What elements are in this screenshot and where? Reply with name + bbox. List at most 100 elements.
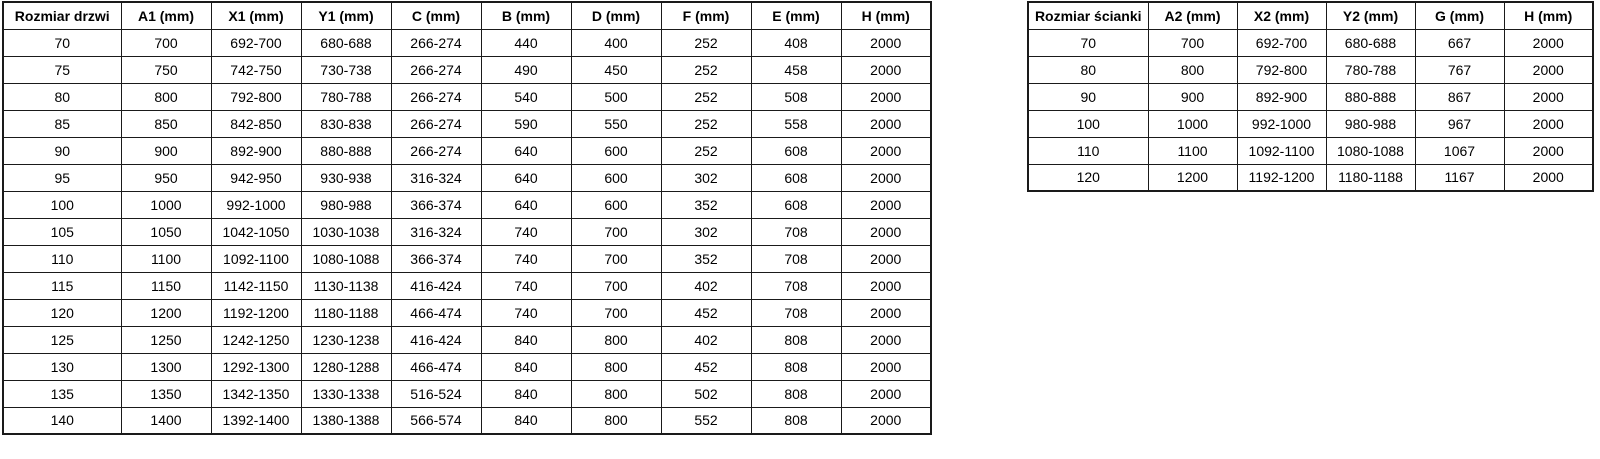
table-cell: 708: [750, 244, 842, 273]
table-cell: 2000: [840, 271, 932, 300]
door-table-header-row: Rozmiar drzwi A1 (mm) X1 (mm) Y1 (mm) C (mm)…: [2, 1, 932, 30]
table-cell: 2000: [840, 298, 932, 327]
table-row: 70 700 692-700 680-688 266-274 440 400 252 408 20…: [2, 28, 932, 57]
table-cell: 2000: [1503, 82, 1594, 111]
table-cell: 266-274: [390, 109, 482, 138]
table-cell: 800: [570, 325, 662, 354]
table-cell: 808: [750, 352, 842, 381]
column-header: H (mm): [1503, 1, 1594, 30]
table-cell: 1350: [120, 379, 212, 408]
table-cell: 135: [2, 379, 122, 408]
table-row: 95 950 942-950 930-938 316-324 640 600 302 608 20…: [2, 163, 932, 192]
table-cell: 80: [2, 82, 122, 111]
column-header: X2 (mm): [1236, 1, 1327, 30]
table-row: 120 1200 1192-1200 1180-1188 1167 2000: [1027, 163, 1594, 192]
table-cell: 867: [1414, 82, 1505, 111]
table-cell: 2000: [840, 379, 932, 408]
table-cell: 266-274: [390, 82, 482, 111]
table-cell: 967: [1414, 109, 1505, 138]
table-cell: 2000: [840, 109, 932, 138]
table-cell: 2000: [840, 217, 932, 246]
column-header: A2 (mm): [1147, 1, 1238, 30]
table-cell: 1180-1188: [1325, 163, 1416, 192]
table-cell: 1067: [1414, 136, 1505, 165]
table-cell: 608: [750, 136, 842, 165]
table-cell: 516-524: [390, 379, 482, 408]
table-cell: 500: [570, 82, 662, 111]
table-cell: 508: [750, 82, 842, 111]
table-cell: 1192-1200: [210, 298, 302, 327]
table-cell: 850: [120, 109, 212, 138]
table-row: 80 800 792-800 780-788 767 2000: [1027, 55, 1594, 84]
table-row: 90 900 892-900 880-888 266-274 640 600 252 608 20…: [2, 136, 932, 165]
table-cell: 640: [480, 190, 572, 219]
table-cell: 1142-1150: [210, 271, 302, 300]
table-cell: 302: [660, 217, 752, 246]
table-cell: 700: [570, 271, 662, 300]
table-cell: 708: [750, 298, 842, 327]
table-cell: 830-838: [300, 109, 392, 138]
table-cell: 700: [570, 217, 662, 246]
wall-size-table: Rozmiar ścianki A2 (mm) X2 (mm) Y2 (mm) G (m…: [1027, 1, 1594, 192]
table-row: 90 900 892-900 880-888 867 2000: [1027, 82, 1594, 111]
table-row: 105 1050 1042-1050 1030-1038 316-324 740 700 30…: [2, 217, 932, 246]
table-cell: 80: [1027, 55, 1149, 84]
table-cell: 2000: [840, 55, 932, 84]
table-cell: 120: [1027, 163, 1149, 192]
table-cell: 252: [660, 28, 752, 57]
table-cell: 466-474: [390, 298, 482, 327]
table-cell: 1100: [1147, 136, 1238, 165]
table-cell: 808: [750, 325, 842, 354]
table-cell: 892-900: [1236, 82, 1327, 111]
table-cell: 700: [1147, 28, 1238, 57]
table-cell: 880-888: [300, 136, 392, 165]
table-cell: 708: [750, 271, 842, 300]
table-cell: 408: [750, 28, 842, 57]
table-row: 100 1000 992-1000 980-988 967 2000: [1027, 109, 1594, 138]
table-cell: 550: [570, 109, 662, 138]
table-cell: 740: [480, 217, 572, 246]
table-cell: 2000: [840, 82, 932, 111]
table-cell: 366-374: [390, 244, 482, 273]
table-cell: 950: [120, 163, 212, 192]
table-cell: 2000: [840, 325, 932, 354]
table-row: 75 750 742-750 730-738 266-274 490 450 252 458 20…: [2, 55, 932, 84]
table-cell: 740: [480, 244, 572, 273]
table-cell: 2000: [840, 28, 932, 57]
table-cell: 502: [660, 379, 752, 408]
table-cell: 490: [480, 55, 572, 84]
table-cell: 667: [1414, 28, 1505, 57]
table-cell: 110: [2, 244, 122, 273]
table-cell: 252: [660, 109, 752, 138]
table-cell: 130: [2, 352, 122, 381]
table-cell: 742-750: [210, 55, 302, 84]
table-cell: 708: [750, 217, 842, 246]
table-cell: 1092-1100: [210, 244, 302, 273]
table-cell: 110: [1027, 136, 1149, 165]
table-cell: 252: [660, 55, 752, 84]
table-cell: 730-738: [300, 55, 392, 84]
table-cell: 440: [480, 28, 572, 57]
table-cell: 840: [480, 406, 572, 435]
column-header: Y1 (mm): [300, 1, 392, 30]
table-cell: 100: [2, 190, 122, 219]
table-row: 70 700 692-700 680-688 667 2000: [1027, 28, 1594, 57]
table-cell: 980-988: [1325, 109, 1416, 138]
table-cell: 452: [660, 298, 752, 327]
table-cell: 1050: [120, 217, 212, 246]
table-cell: 842-850: [210, 109, 302, 138]
table-cell: 1080-1088: [1325, 136, 1416, 165]
table-cell: 1042-1050: [210, 217, 302, 246]
table-row: 85 850 842-850 830-838 266-274 590 550 252 558 20…: [2, 109, 932, 138]
wall-table-header-row: Rozmiar ścianki A2 (mm) X2 (mm) Y2 (mm) G (m…: [1027, 1, 1594, 30]
table-cell: 266-274: [390, 28, 482, 57]
table-cell: 800: [570, 379, 662, 408]
table-cell: 680-688: [300, 28, 392, 57]
table-cell: 892-900: [210, 136, 302, 165]
table-cell: 2000: [1503, 55, 1594, 84]
table-cell: 1380-1388: [300, 406, 392, 435]
table-cell: 700: [120, 28, 212, 57]
table-cell: 266-274: [390, 136, 482, 165]
table-cell: 1030-1038: [300, 217, 392, 246]
table-cell: 2000: [840, 406, 932, 435]
